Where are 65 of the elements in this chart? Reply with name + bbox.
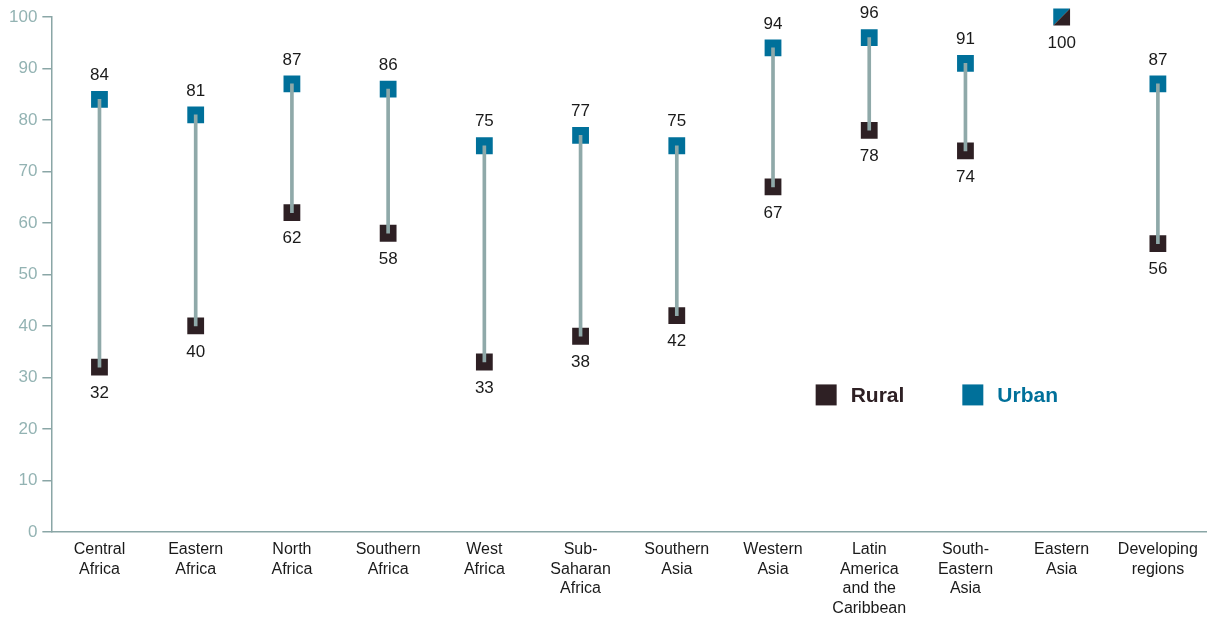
- y-tick-label: 0: [27, 521, 38, 541]
- y-tick-label: 70: [18, 161, 38, 181]
- point: [954, 139, 977, 163]
- bar: [674, 145, 679, 316]
- data-label: 96: [859, 3, 879, 23]
- data-label: 74: [955, 166, 975, 186]
- data-label: 87: [1148, 49, 1168, 69]
- point: [376, 77, 400, 101]
- point: [569, 324, 592, 348]
- data-label: 91: [955, 29, 975, 49]
- point: [569, 124, 592, 147]
- bar: [867, 37, 872, 131]
- data-label: 75: [667, 111, 687, 131]
- y-tick-label: 50: [18, 264, 38, 284]
- x-tick-label: Latin America and the Caribbean: [832, 540, 907, 616]
- bar: [193, 114, 198, 327]
- bar: [386, 88, 390, 234]
- x-tick-label: Eastern Africa: [168, 540, 224, 577]
- data-label: 67: [763, 202, 783, 222]
- x-tick-label: Southern Africa: [355, 540, 421, 577]
- data-label: 33: [474, 377, 494, 397]
- y-tick-label: 90: [18, 58, 38, 78]
- data-label: 58: [378, 248, 398, 268]
- bar: [1156, 83, 1160, 244]
- point: [184, 103, 208, 127]
- data-label: 81: [186, 80, 206, 100]
- x-tick-label: Western Asia: [743, 540, 803, 577]
- point: [761, 36, 785, 60]
- data-label: 100: [1047, 32, 1076, 52]
- data-label: 75: [474, 111, 494, 131]
- data-label: 32: [90, 382, 109, 402]
- data-label: 94: [763, 13, 783, 33]
- y-tick-label: 20: [18, 418, 38, 438]
- point: [88, 355, 111, 379]
- data-label: 42: [667, 331, 687, 351]
- bar: [290, 83, 294, 213]
- point: [472, 134, 496, 158]
- data-label: 56: [1148, 259, 1168, 279]
- y-tick-label: 80: [18, 109, 38, 129]
- point: [1146, 72, 1170, 96]
- x-tick-label: Eastern Asia: [1034, 540, 1090, 577]
- y-tick-label: 40: [18, 315, 38, 335]
- data-label: 78: [859, 145, 879, 165]
- x-tick-label: Developing regions: [1117, 540, 1198, 577]
- x-tick-label: Sub-Saharan Africa: [550, 540, 611, 597]
- data-label: 87: [282, 49, 302, 69]
- y-tick-label: 100: [8, 6, 38, 26]
- bar: [771, 47, 775, 188]
- x-tick-label: Central Africa: [73, 540, 126, 577]
- point: [472, 350, 496, 374]
- x-tick-label: West Africa: [463, 540, 505, 577]
- x-tick-label: Southern Asia: [644, 540, 710, 577]
- x-tick-label: North Africa: [271, 540, 313, 577]
- data-label: 40: [186, 341, 206, 361]
- y-tick-label: 10: [18, 470, 38, 490]
- legend-label: Urban: [997, 382, 1059, 406]
- y-tick-label: 60: [18, 212, 38, 232]
- data-label: 38: [571, 351, 591, 371]
- data-label: 77: [571, 101, 591, 121]
- data-label: 86: [378, 54, 398, 74]
- y-tick-label: 30: [18, 367, 38, 387]
- legend-label: Rural: [850, 382, 905, 406]
- data-label: 62: [282, 228, 302, 248]
- x-tick-label: South-Eastern Asia: [937, 540, 994, 597]
- data-label: 84: [90, 65, 109, 85]
